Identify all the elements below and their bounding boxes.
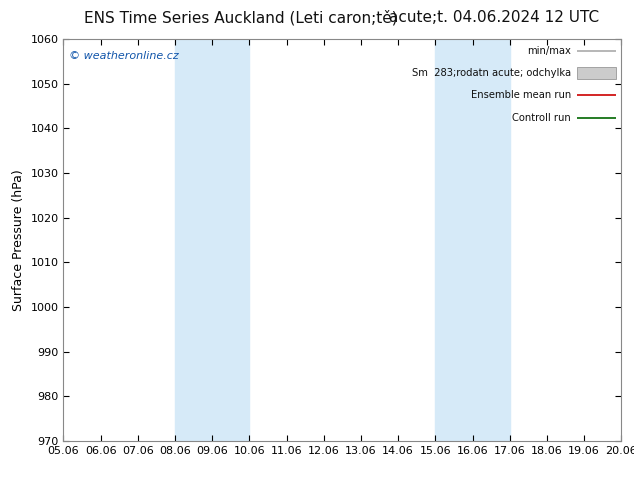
Text: Ensemble mean run: Ensemble mean run <box>471 91 571 100</box>
Text: acute;t. 04.06.2024 12 UTC: acute;t. 04.06.2024 12 UTC <box>389 10 600 25</box>
Bar <box>436 39 510 441</box>
Text: Controll run: Controll run <box>512 113 571 122</box>
Text: min/max: min/max <box>527 46 571 56</box>
Text: © weatheronline.cz: © weatheronline.cz <box>69 51 179 61</box>
Text: Sm  283;rodatn acute; odchylka: Sm 283;rodatn acute; odchylka <box>412 68 571 78</box>
Text: ENS Time Series Auckland (Leti caron;tě): ENS Time Series Auckland (Leti caron;tě) <box>84 10 398 25</box>
Bar <box>175 39 249 441</box>
Bar <box>577 67 616 79</box>
Y-axis label: Surface Pressure (hPa): Surface Pressure (hPa) <box>12 169 25 311</box>
